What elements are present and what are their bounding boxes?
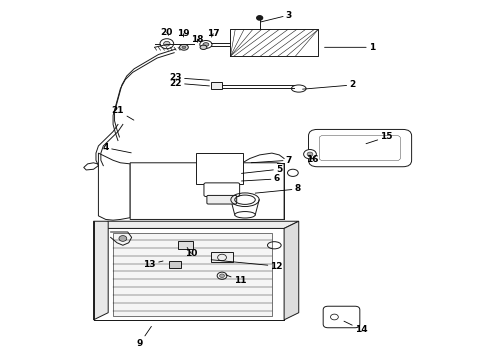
Text: 23: 23 [170, 73, 209, 82]
Text: 21: 21 [112, 106, 134, 120]
Bar [211, 82, 221, 89]
Bar [113, 233, 272, 316]
Bar [211, 252, 233, 262]
Bar [169, 261, 181, 268]
FancyBboxPatch shape [204, 183, 240, 197]
Text: 20: 20 [161, 28, 173, 37]
Text: 5: 5 [242, 165, 282, 174]
Text: 6: 6 [242, 175, 280, 184]
Text: 11: 11 [226, 275, 246, 285]
Text: 10: 10 [185, 247, 197, 258]
Circle shape [304, 149, 317, 159]
Ellipse shape [203, 42, 209, 46]
Text: 9: 9 [137, 327, 151, 348]
FancyBboxPatch shape [309, 130, 412, 167]
Polygon shape [98, 153, 130, 220]
Text: 17: 17 [207, 29, 220, 38]
Circle shape [307, 152, 313, 156]
Circle shape [257, 16, 263, 20]
Text: 22: 22 [170, 79, 209, 88]
Polygon shape [94, 221, 108, 320]
Text: 18: 18 [192, 35, 204, 44]
Text: 16: 16 [306, 155, 318, 164]
Ellipse shape [200, 45, 207, 49]
Bar [196, 153, 243, 184]
Text: 1: 1 [324, 43, 375, 52]
Text: 14: 14 [344, 321, 368, 334]
FancyBboxPatch shape [323, 306, 360, 328]
Text: 2: 2 [302, 81, 356, 90]
Polygon shape [94, 221, 299, 228]
Polygon shape [284, 221, 299, 320]
Text: 8: 8 [255, 184, 301, 193]
Text: 13: 13 [144, 260, 163, 269]
Ellipse shape [182, 46, 186, 49]
FancyBboxPatch shape [94, 228, 284, 320]
Text: 3: 3 [261, 10, 292, 22]
Bar [177, 241, 193, 249]
Ellipse shape [164, 41, 170, 46]
Text: 19: 19 [177, 29, 190, 38]
Text: 7: 7 [251, 156, 292, 165]
Text: 15: 15 [366, 132, 393, 144]
Circle shape [119, 235, 127, 241]
Text: 4: 4 [102, 143, 131, 153]
Circle shape [220, 274, 224, 278]
Text: 12: 12 [211, 260, 283, 271]
Ellipse shape [179, 44, 188, 50]
Polygon shape [130, 163, 284, 220]
Ellipse shape [235, 212, 255, 218]
FancyBboxPatch shape [207, 195, 237, 204]
